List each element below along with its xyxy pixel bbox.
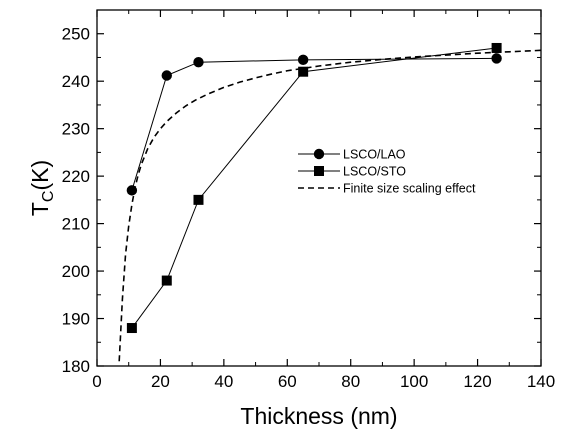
- data-point: [297, 54, 309, 66]
- data-point: [161, 70, 172, 81]
- y-axis-title-subscript: C: [40, 191, 57, 203]
- y-axis-title-suffix: (K): [27, 160, 53, 191]
- y-tick-label: 250: [62, 25, 90, 44]
- x-tick-label: 80: [341, 372, 360, 391]
- legend-item: Finite size scaling effect: [298, 182, 476, 196]
- data-point: [193, 57, 204, 68]
- x-tick-label: 20: [151, 372, 170, 391]
- series-line: [118, 49, 542, 362]
- legend-item: LSCO/STO: [298, 165, 406, 179]
- y-tick-label: 210: [62, 215, 90, 234]
- y-tick-label: 240: [62, 72, 90, 91]
- x-tick-label: 60: [278, 372, 297, 391]
- series-0: [126, 53, 502, 196]
- legend-label: LSCO/STO: [343, 165, 406, 179]
- series-2: [118, 49, 542, 362]
- data-point: [298, 66, 309, 77]
- y-tick-label: 190: [62, 310, 90, 329]
- data-point: [161, 275, 172, 286]
- y-tick-label: 200: [62, 262, 90, 281]
- data-point: [491, 53, 502, 64]
- data-point: [126, 323, 137, 334]
- y-tick-label: 220: [62, 167, 90, 186]
- legend: LSCO/LAO LSCO/STO Finite size scaling effe…: [298, 148, 476, 196]
- x-axis-title: Thickness (nm): [240, 403, 397, 429]
- series-1: [126, 42, 502, 334]
- legend-label: LSCO/LAO: [343, 148, 406, 162]
- legend-marker: [314, 166, 324, 176]
- x-tick-label: 140: [527, 372, 555, 391]
- y-axis-title-main: T: [27, 202, 53, 216]
- x-tick-label: 40: [214, 372, 233, 391]
- data-point: [193, 194, 204, 205]
- x-tick-label: 120: [463, 372, 491, 391]
- axis-ticks: 0 20 40 60 80 100 120 140 180 190 200 210 220 230 240 2…: [62, 10, 555, 391]
- y-tick-label: 230: [62, 120, 90, 139]
- legend-item: LSCO/LAO: [298, 148, 406, 162]
- y-axis-title: TC(K): [27, 160, 57, 216]
- data-point: [491, 42, 502, 53]
- legend-marker: [313, 148, 325, 160]
- legend-label: Finite size scaling effect: [343, 182, 476, 196]
- y-tick-label: 180: [62, 357, 90, 376]
- x-tick-label: 100: [400, 372, 428, 391]
- x-tick-label: 0: [92, 372, 101, 391]
- series-layer: [118, 42, 542, 362]
